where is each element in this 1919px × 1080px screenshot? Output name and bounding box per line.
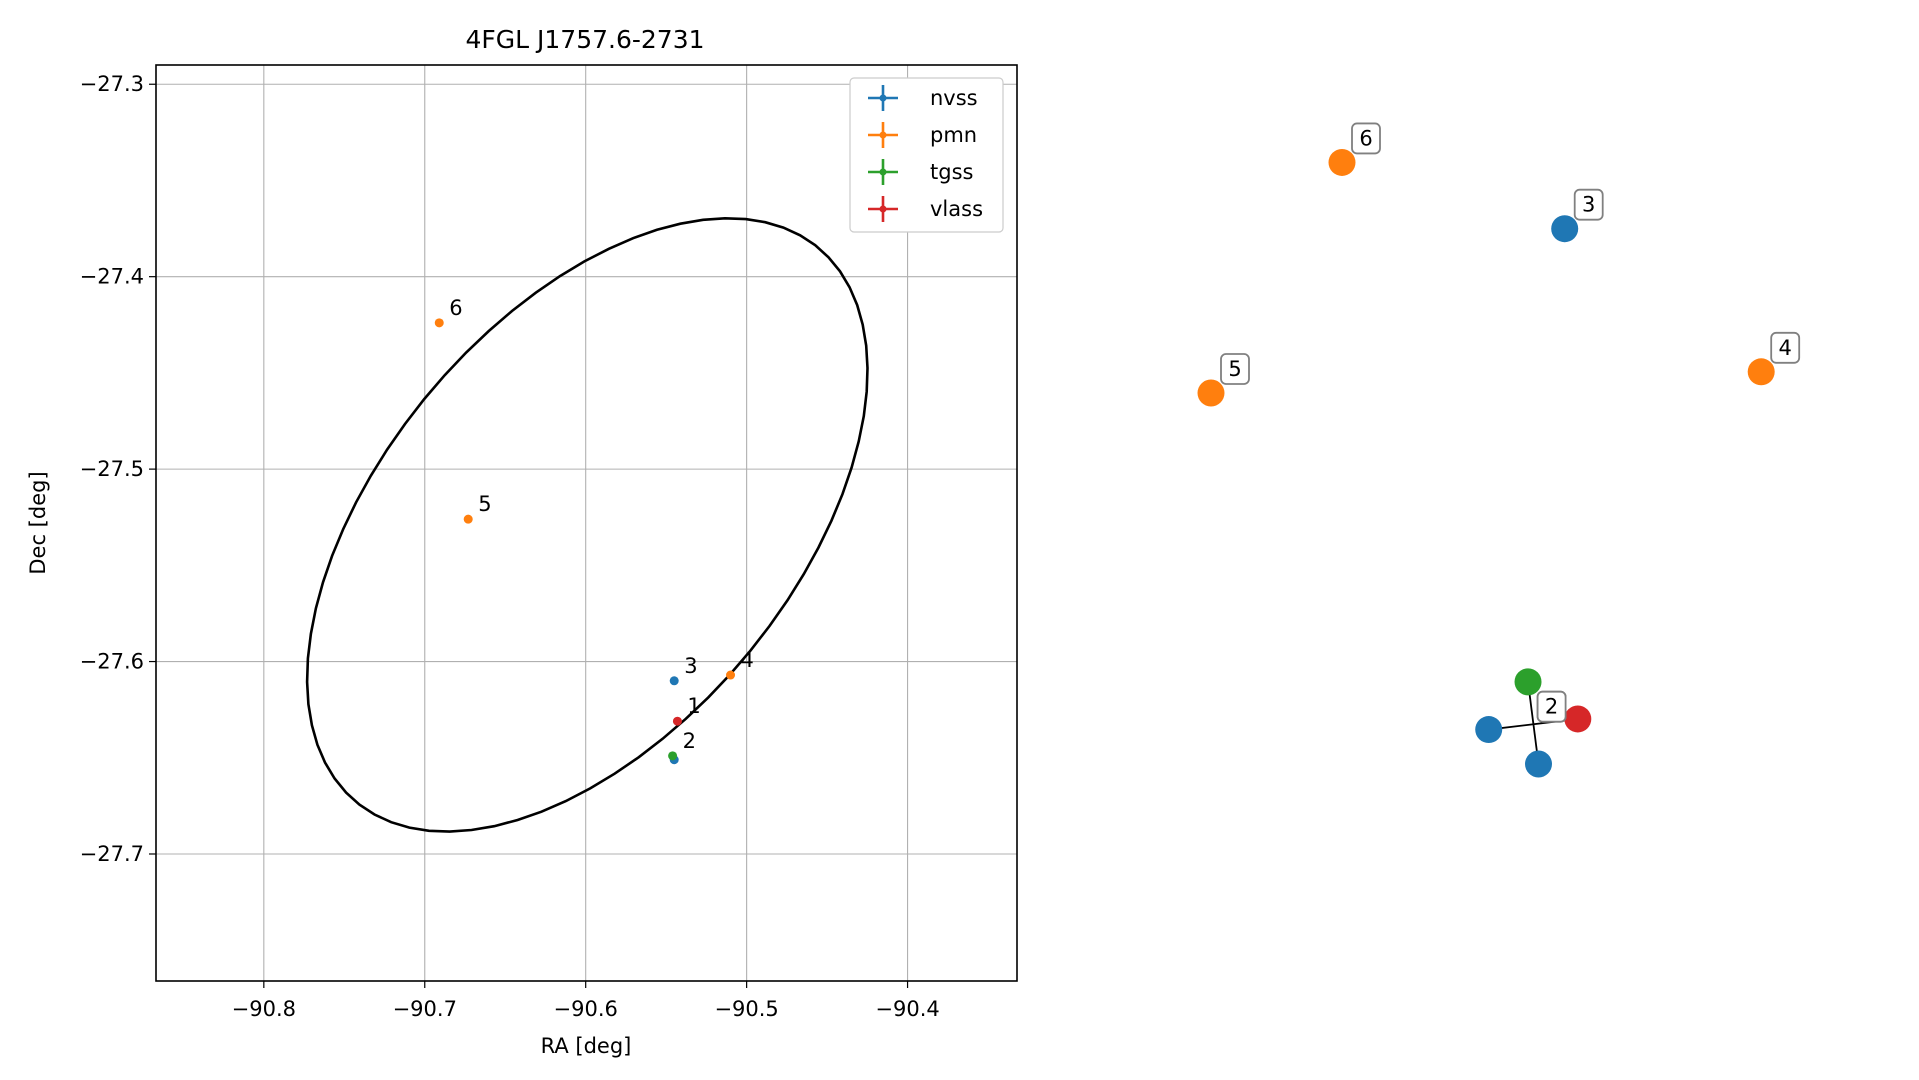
data-point-label: 6: [449, 296, 462, 320]
data-points: 3 6 5 4 2 1: [434, 296, 754, 765]
graph-node-nvss-node-a: [1475, 716, 1503, 744]
y-tick-label: −27.4: [80, 265, 144, 289]
legend: nvss pmn tgss vlass: [849, 77, 1004, 233]
data-point-label: 4: [741, 648, 754, 672]
graph-node-tgss-node: [1514, 668, 1542, 696]
graph-label-text: 4: [1779, 336, 1792, 360]
scatter-plot: 4FGL J1757.6-2731 3 6 5 4 2 1 −90.8 −90.7 −90.6…: [26, 25, 1018, 1058]
data-point-label: 5: [478, 492, 491, 516]
graph-label-box: [1220, 353, 1250, 385]
graph-label-box: [1536, 690, 1567, 723]
x-axis-label: RA [deg]: [541, 1034, 632, 1058]
y-tick-label: −27.7: [80, 842, 144, 866]
grid: [156, 65, 1017, 981]
graph-node-3: [1551, 215, 1579, 243]
graph-node-labels: 635412: [1220, 122, 1801, 723]
data-point-label: 1: [687, 694, 700, 718]
x-tick-label: −90.6: [554, 997, 618, 1021]
legend-marker-dot: [879, 131, 887, 139]
data-point-tgss: [668, 751, 678, 761]
data-point-pmn: [463, 514, 473, 524]
legend-box: [849, 77, 1004, 233]
legend-marker-dot: [879, 205, 887, 213]
plot-frame: [155, 64, 1018, 982]
data-point-nvss: [669, 676, 679, 686]
graph-label-text: 3: [1582, 193, 1595, 217]
y-axis-ticks: −27.3 −27.4 −27.5 −27.6 −27.7: [80, 72, 156, 866]
graph-node-5: [1197, 379, 1225, 407]
data-point-vlass: [672, 716, 682, 726]
legend-label-vlass: vlass: [930, 197, 983, 221]
uncertainty-ellipse-group: [305, 216, 869, 833]
graph-label-text: 5: [1228, 357, 1241, 381]
graph-node-vlass-node: [1564, 705, 1592, 733]
graph-label-text: 2: [1545, 695, 1558, 719]
y-tick-label: −27.6: [80, 650, 144, 674]
graph-nodes: [1197, 148, 1775, 778]
graph-label-box: [1573, 188, 1604, 221]
data-point-label: 2: [683, 729, 696, 753]
x-axis-ticks: −90.8 −90.7 −90.6 −90.5 −90.4: [232, 981, 940, 1021]
x-tick-label: −90.8: [232, 997, 296, 1021]
graph-label-box: [1770, 331, 1801, 364]
x-tick-label: −90.7: [393, 997, 457, 1021]
graph-node-6: [1328, 148, 1356, 176]
uncertainty-ellipse: [305, 216, 869, 833]
chart-title: 4FGL J1757.6-2731: [465, 25, 704, 54]
x-tick-label: −90.4: [875, 997, 939, 1021]
y-tick-label: −27.3: [80, 72, 144, 96]
y-axis-label: Dec [deg]: [26, 471, 50, 574]
graph-label-text: 6: [1359, 126, 1372, 150]
graph-node-nvss-node-b: [1525, 750, 1552, 778]
legend-label-tgss: tgss: [930, 160, 973, 184]
legend-marker-dot: [879, 168, 887, 176]
x-tick-label: −90.5: [714, 997, 778, 1021]
network-graph: 635412: [1197, 122, 1801, 778]
data-point-pmn: [726, 670, 736, 680]
graph-node-4: [1747, 358, 1775, 386]
y-tick-label: −27.5: [80, 457, 144, 481]
graph-edge: [1527, 681, 1540, 765]
legend-label-pmn: pmn: [930, 123, 977, 147]
graph-label-box: [1351, 122, 1381, 155]
data-point-pmn: [434, 318, 444, 328]
data-point-label: 3: [684, 654, 697, 678]
legend-label-nvss: nvss: [930, 86, 978, 110]
legend-marker-dot: [879, 94, 887, 102]
